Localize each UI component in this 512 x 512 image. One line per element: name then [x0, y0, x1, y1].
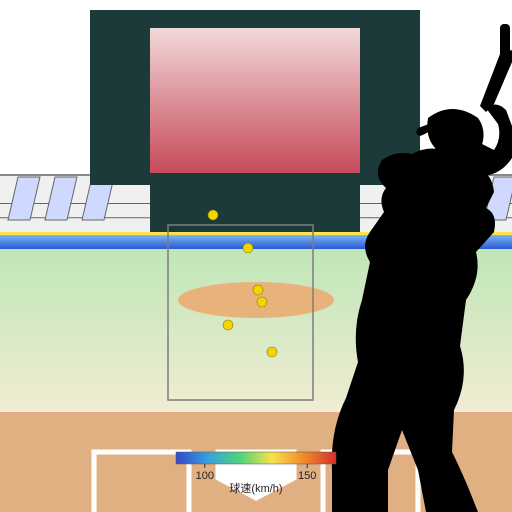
pitch-location-chart: 100 150 球速(km/h): [0, 0, 512, 512]
legend-label: 球速(km/h): [229, 481, 282, 495]
legend-tick: 150: [298, 470, 316, 482]
scoreboard-screen: [150, 28, 360, 173]
pitch-marker[interactable]: [267, 347, 277, 357]
pitch-marker[interactable]: [257, 297, 267, 307]
pitch-marker[interactable]: [243, 243, 253, 253]
pitch-marker[interactable]: [223, 320, 233, 330]
pitch-marker[interactable]: [253, 285, 263, 295]
pitch-marker[interactable]: [208, 210, 218, 220]
legend-tick: 100: [196, 470, 214, 482]
